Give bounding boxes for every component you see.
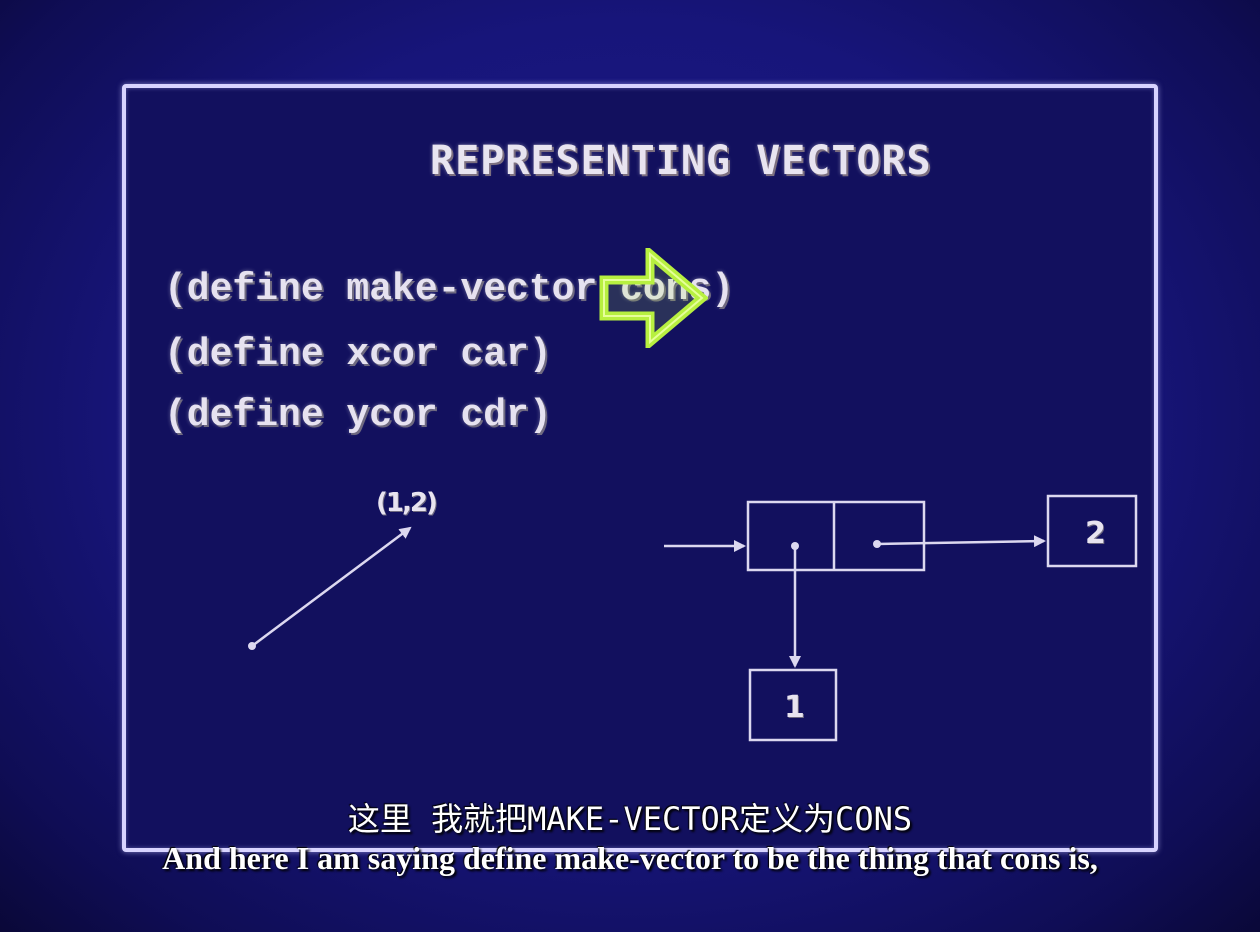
cdr-value: 2 xyxy=(1085,516,1106,551)
slide-title: REPRESENTING VECTORS xyxy=(430,138,932,184)
car-value: 1 xyxy=(784,690,805,725)
code-line-ycor: (define ycor cdr) xyxy=(164,394,552,437)
cons-pair xyxy=(746,500,926,572)
subtitle-english: And here I am saying define make-vector … xyxy=(162,840,1098,876)
subtitle-chinese: 这里 我就把MAKE-VECTOR定义为CONS xyxy=(347,800,913,838)
code-line-make-vector: (define make-vector cons) xyxy=(164,268,735,311)
vector-arrow xyxy=(248,526,412,650)
car-value-box xyxy=(748,668,838,742)
vector-point-label: (1,2) xyxy=(376,488,438,518)
slide-frame xyxy=(122,84,1158,852)
highlight-arrow-icon xyxy=(599,248,708,348)
cdr-pointer xyxy=(876,535,1046,548)
cdr-value-box xyxy=(1046,494,1138,568)
code-line-xcor: (define xcor car) xyxy=(164,333,552,376)
